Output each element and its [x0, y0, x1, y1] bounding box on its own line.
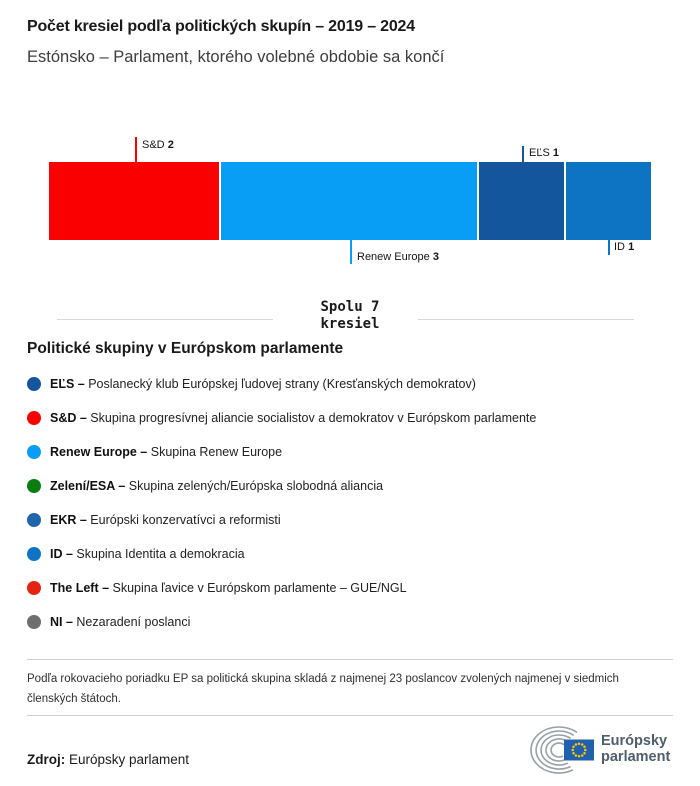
page-title: Počet kresiel podľa politických skupín –… [27, 18, 415, 35]
group-desc: Skupina Renew Europe [150, 445, 283, 459]
id-tick [608, 240, 610, 255]
bar-segment-renew-europe[interactable] [221, 162, 477, 240]
bar-segment-id[interactable] [565, 162, 651, 240]
seats-stacked-bar [49, 162, 651, 240]
legend-item: ID – Skupina Identita a demokracia [27, 537, 677, 571]
group-desc: Nezaradení poslanci [76, 615, 191, 629]
legend-heading: Politické skupiny v Európskom parlamente [27, 340, 344, 357]
group-color-dot [27, 445, 41, 459]
ep-logo-icon [530, 726, 594, 774]
renew-tick [350, 240, 352, 264]
eu-flag [564, 739, 594, 761]
source-label: Zdroj: [27, 752, 66, 767]
total-seats-label: Spolu 7 kresiel [320, 299, 380, 332]
group-abbr: Renew Europe – [50, 445, 151, 459]
group-color-dot [27, 513, 41, 527]
group-color-dot [27, 547, 41, 561]
legend-item: S&D – Skupina progresívnej aliancie soci… [27, 401, 677, 435]
id-bar-label: ID 1 [614, 241, 635, 253]
group-color-dot [27, 411, 41, 425]
group-desc: Skupina ľavice v Európskom parlamente – … [112, 581, 407, 595]
group-desc: Skupina zelených/Európska slobodná alian… [128, 479, 384, 493]
legend-item: Renew Europe – Skupina Renew Europe [27, 435, 677, 469]
group-abbr: EĽS – [50, 377, 89, 391]
hemicycle-arcs [530, 726, 578, 774]
group-color-dot [27, 615, 41, 629]
group-color-dot [27, 479, 41, 493]
source-line: Zdroj: Európsky parlament [27, 752, 189, 767]
group-desc: Skupina Identita a demokracia [76, 547, 245, 561]
renew-bar-label: Renew Europe 3 [357, 251, 439, 263]
legend-item: The Left – Skupina ľavice v Európskom pa… [27, 571, 677, 605]
eu-flag-stars [571, 742, 587, 758]
els-tick [522, 146, 524, 162]
bar-segment-s-d[interactable] [49, 162, 220, 240]
page-subtitle: Estónsko – Parlament, ktorého volebné ob… [27, 48, 445, 66]
legend-item: EĽS – Poslanecký klub Európskej ľudovej … [27, 367, 677, 401]
group-color-dot [27, 581, 41, 595]
footer-divider-bottom [27, 715, 673, 716]
group-color-dot [27, 377, 41, 391]
group-desc: Európski konzervatívci a reformisti [90, 513, 281, 527]
sd-tick [135, 137, 137, 162]
legend-list: EĽS – Poslanecký klub Európskej ľudovej … [27, 367, 677, 639]
group-abbr: ID – [50, 547, 77, 561]
group-abbr: S&D – [50, 411, 91, 425]
group-desc: Poslanecký klub Európskej ľudovej strany… [88, 377, 476, 391]
divider-left [57, 319, 273, 320]
source-value: Európsky parlament [65, 752, 190, 767]
bar-segment-e-s[interactable] [478, 162, 564, 240]
group-abbr: EKR – [50, 513, 91, 527]
ep-logo-text: Európsky parlament [601, 733, 671, 765]
legend-item: Zelení/ESA – Skupina zelených/Európska s… [27, 469, 677, 503]
divider-right [418, 319, 634, 320]
group-desc: Skupina progresívnej aliancie socialisto… [90, 411, 537, 425]
footer-divider-top [27, 659, 673, 660]
group-abbr: NI – [50, 615, 77, 629]
legend-item: NI – Nezaradení poslanci [27, 605, 677, 639]
footnote: Podľa rokovacieho poriadku EP sa politic… [27, 673, 619, 705]
sd-bar-label: S&D 2 [142, 139, 174, 151]
ep-logo: Európsky parlament [527, 722, 677, 776]
group-abbr: The Left – [50, 581, 113, 595]
legend-item: EKR – Európski konzervatívci a reformist… [27, 503, 677, 537]
group-abbr: Zelení/ESA – [50, 479, 129, 493]
els-bar-label: EĽS 1 [529, 147, 559, 159]
